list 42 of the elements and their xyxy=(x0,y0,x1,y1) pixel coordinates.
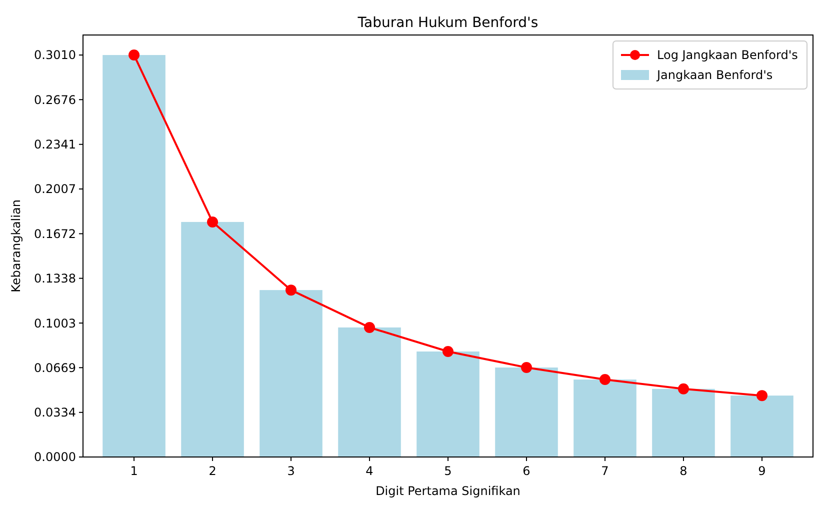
bar xyxy=(260,290,322,457)
bar xyxy=(416,352,480,457)
bar xyxy=(730,396,794,457)
x-tick-label: 8 xyxy=(680,464,688,478)
bar xyxy=(102,55,166,457)
point xyxy=(599,374,610,386)
x-tick-label: 5 xyxy=(444,464,452,478)
y-tick-label: 0.1338 xyxy=(34,272,76,286)
y-tick-label: 0.2007 xyxy=(34,182,76,196)
point xyxy=(364,322,376,333)
x-axis-title: Digit Pertama Signifikan xyxy=(376,484,520,498)
bar xyxy=(574,380,636,457)
x-tick-label: 6 xyxy=(522,464,530,478)
x-tick-label: 9 xyxy=(758,464,766,478)
legend-label: Log Jangkaan Benford's xyxy=(657,48,798,62)
x-tick-label: 1 xyxy=(130,464,138,478)
bar xyxy=(652,388,715,457)
y-tick-label: 0.2341 xyxy=(34,138,76,152)
chart-title: Taburan Hukum Benford's xyxy=(356,15,538,31)
bar xyxy=(338,327,401,457)
y-tick-label: 0.2676 xyxy=(34,92,76,107)
point xyxy=(207,216,218,228)
point xyxy=(128,50,140,61)
y-tick-label: 0.1672 xyxy=(34,226,76,241)
point xyxy=(756,390,768,402)
point xyxy=(678,383,689,394)
bar xyxy=(181,222,244,457)
y-tick-label: 0.0000 xyxy=(34,450,76,464)
y-tick-label: 0.0669 xyxy=(34,360,76,375)
bar xyxy=(495,368,558,457)
y-tick-label: 0.1003 xyxy=(34,316,76,330)
y-tick-label: 0.0334 xyxy=(34,406,76,420)
legend-label: Jangkaan Benford's xyxy=(656,68,773,82)
x-tick-label: 2 xyxy=(208,464,216,478)
point xyxy=(286,284,297,296)
y-axis-title: Kebarangkalian xyxy=(9,200,23,292)
point xyxy=(442,346,454,357)
y-tick-label: 0.3010 xyxy=(34,48,76,62)
x-tick-label: 4 xyxy=(366,464,374,478)
x-tick-label: 7 xyxy=(601,464,609,478)
point xyxy=(520,362,532,374)
x-tick-label: 3 xyxy=(287,464,295,478)
